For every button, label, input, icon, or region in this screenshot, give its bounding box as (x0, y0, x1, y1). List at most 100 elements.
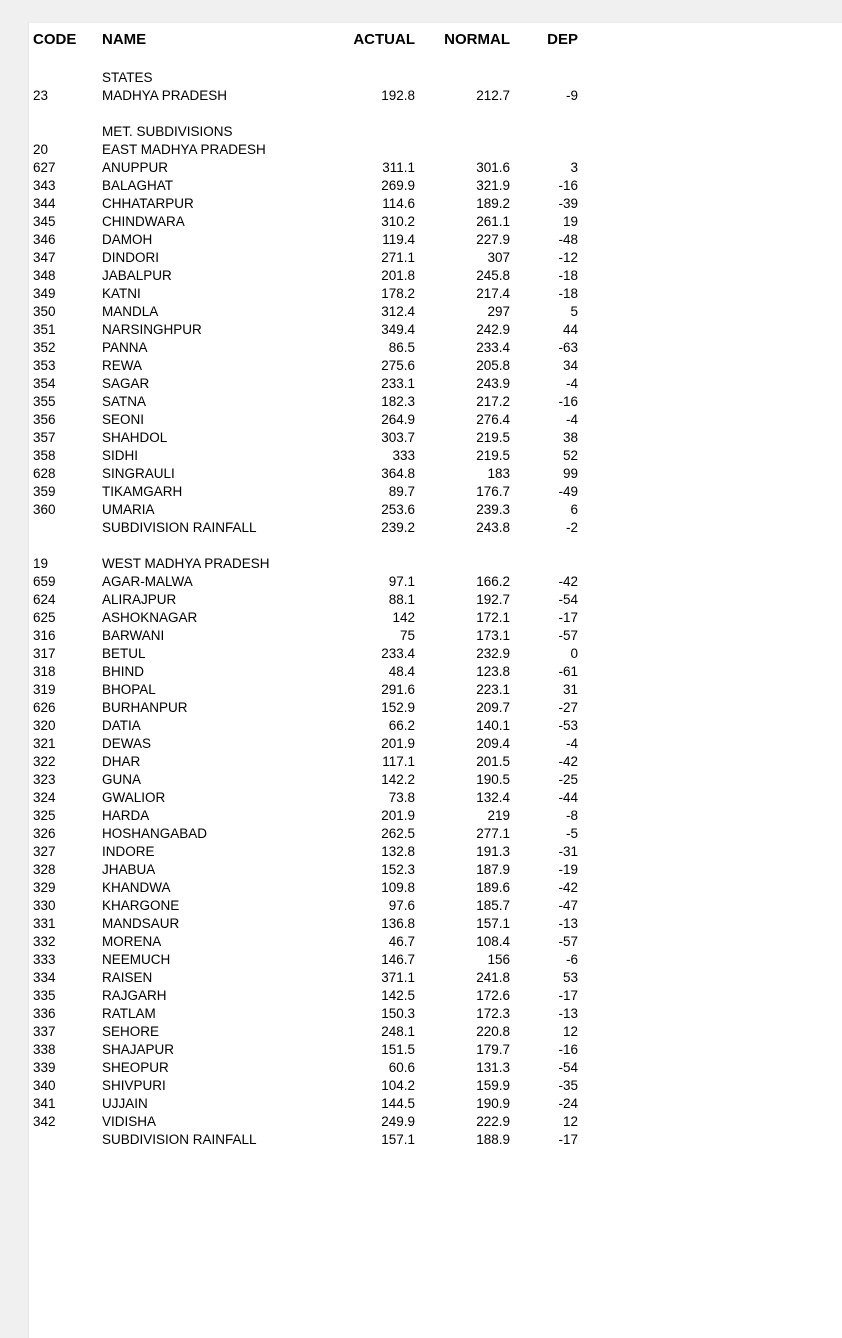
cell-code: 319 (33, 682, 56, 697)
cell-actual: 249.9 (381, 1114, 415, 1129)
cell-name: BARWANI (102, 628, 165, 643)
cell-code: 356 (33, 412, 56, 427)
cell-name: KHARGONE (102, 898, 180, 913)
cell-code: 329 (33, 880, 56, 895)
cell-dep: -17 (558, 1132, 578, 1147)
column-header-name: NAME (102, 31, 147, 48)
cell-name: GWALIOR (102, 790, 166, 805)
table-row: 320 DATIA 66.2 140.1 -53 (29, 717, 842, 735)
cell-name: BETUL (102, 646, 146, 661)
cell-dep (510, 69, 578, 87)
table-row: 355 SATNA 182.3 217.2 -16 (29, 393, 842, 411)
cell-code: 19 (33, 556, 49, 571)
cell-actual: 104.2 (381, 1078, 415, 1093)
cell-dep: 0 (570, 646, 578, 661)
cell-dep: -8 (565, 808, 578, 823)
table-row: 317 BETUL 233.4 232.9 0 (29, 645, 842, 663)
cell-code: 316 (33, 628, 56, 643)
cell-name: MET. SUBDIVISIONS (102, 124, 233, 139)
cell-dep: -6 (565, 952, 578, 967)
summary-row: SUBDIVISION RAINFALL 239.2 243.8 -2 (29, 519, 842, 537)
cell-name: SEONI (102, 412, 145, 427)
cell-actual: 142 (392, 610, 415, 625)
cell-normal: 140.1 (476, 718, 510, 733)
table-row: 326 HOSHANGABAD 262.5 277.1 -5 (29, 825, 842, 843)
table-row: 335 RAJGARH 142.5 172.6 -17 (29, 987, 842, 1005)
cell-name: SHAJAPUR (102, 1042, 175, 1057)
cell-name: BALAGHAT (102, 178, 174, 193)
cell-actual: 333 (392, 448, 415, 463)
cell-dep: -49 (558, 484, 578, 499)
cell-actual: 253.6 (381, 502, 415, 517)
cell-normal: 307 (487, 250, 510, 265)
cell-dep: 31 (562, 682, 578, 697)
cell-actual: 152.3 (381, 862, 415, 877)
cell-normal: 108.4 (476, 934, 510, 949)
cell-dep: 6 (570, 502, 578, 517)
cell-actual: 109.8 (381, 880, 415, 895)
cell-dep: -35 (558, 1078, 578, 1093)
cell-actual: 152.9 (381, 700, 415, 715)
cell-dep: -39 (558, 196, 578, 211)
cell-name: SINGRAULI (102, 466, 175, 481)
group-header-row: 20 EAST MADHYA PRADESH (29, 141, 842, 159)
cell-dep: -13 (558, 916, 578, 931)
cell-actual: 201.9 (381, 808, 415, 823)
cell-actual: 142.2 (381, 772, 415, 787)
cell-name: BHOPAL (102, 682, 156, 697)
cell-actual: 291.6 (381, 682, 415, 697)
table-row: 333 NEEMUCH 146.7 156 -6 (29, 951, 842, 969)
cell-name: DATIA (102, 718, 141, 733)
cell-dep: 99 (562, 466, 578, 481)
cell-actual: 97.1 (388, 574, 415, 589)
cell-code: 350 (33, 304, 56, 319)
cell-name: SUBDIVISION RAINFALL (102, 520, 257, 535)
cell-name: EAST MADHYA PRADESH (102, 142, 266, 157)
table-row: 327 INDORE 132.8 191.3 -31 (29, 843, 842, 861)
cell-code: 625 (33, 610, 56, 625)
cell-name: BURHANPUR (102, 700, 188, 715)
cell-dep: -63 (558, 340, 578, 355)
spacer (29, 105, 842, 123)
cell-actual: 117.1 (382, 754, 415, 769)
cell-actual: 233.1 (381, 376, 415, 391)
cell-actual: 262.5 (381, 826, 415, 841)
cell-dep: -47 (558, 898, 578, 913)
cell-normal: 183 (487, 466, 510, 481)
cell-normal: 192.7 (476, 592, 510, 607)
cell-actual: 269.9 (381, 178, 415, 193)
cell-dep: -57 (558, 934, 578, 949)
cell-dep: -13 (558, 1006, 578, 1021)
table-row: 342 VIDISHA 249.9 222.9 12 (29, 1113, 842, 1131)
cell-actual: 73.8 (388, 790, 415, 805)
cell-name: RAJGARH (102, 988, 167, 1003)
table-row: 624 ALIRAJPUR 88.1 192.7 -54 (29, 591, 842, 609)
cell-dep: 12 (562, 1024, 578, 1039)
table-row: 347 DINDORI 271.1 307 -12 (29, 249, 842, 267)
cell-name: NARSINGHPUR (102, 322, 202, 337)
cell-code: 341 (33, 1096, 56, 1111)
cell-name: KHANDWA (102, 880, 171, 895)
group-header-row: 23 MADHYA PRADESH 192.8 212.7 -9 (29, 87, 842, 105)
summary-row: SUBDIVISION RAINFALL 157.1 188.9 -17 (29, 1131, 842, 1149)
table-row: 339 SHEOPUR 60.6 131.3 -54 (29, 1059, 842, 1077)
table-body: STATES 23 MADHYA PRADESH 192.8 212.7 -9 MET. S… (29, 49, 842, 1149)
cell-dep (510, 555, 578, 573)
cell-actual: 371.1 (381, 970, 415, 985)
spacer (29, 49, 842, 69)
cell-name: RATLAM (102, 1006, 156, 1021)
cell-code: 332 (33, 934, 56, 949)
cell-normal: 189.2 (476, 196, 510, 211)
cell-actual: 364.8 (381, 466, 415, 481)
cell-dep: -19 (558, 862, 578, 877)
cell-dep: -24 (558, 1096, 578, 1111)
cell-code: 626 (33, 700, 56, 715)
cell-name: HOSHANGABAD (102, 826, 208, 841)
cell-actual: 66.2 (388, 718, 415, 733)
cell-normal: 166.2 (476, 574, 510, 589)
cell-name: INDORE (102, 844, 155, 859)
cell-dep: -54 (558, 1060, 578, 1075)
cell-code: 317 (33, 646, 56, 661)
cell-code: 340 (33, 1078, 56, 1093)
cell-dep: -57 (558, 628, 578, 643)
